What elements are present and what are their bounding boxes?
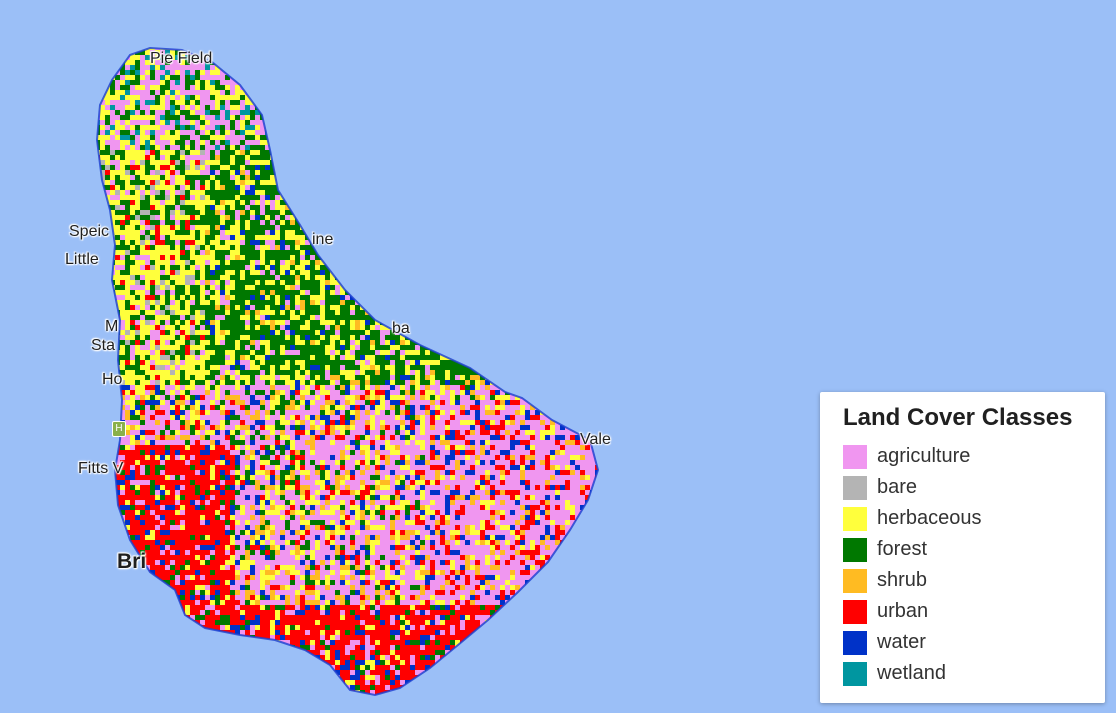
legend-swatch-herbaceous bbox=[843, 506, 867, 531]
legend-label: herbaceous bbox=[877, 507, 982, 529]
legend-label: wetland bbox=[877, 662, 946, 684]
place-label-mount-standfast: Sta bbox=[91, 337, 116, 354]
legend-swatch-shrub bbox=[843, 568, 867, 593]
place-label-bathsheba: ba bbox=[392, 320, 410, 337]
legend-label: shrub bbox=[877, 569, 928, 591]
legend-label: urban bbox=[877, 600, 929, 622]
legend-item-forest: forest bbox=[843, 534, 1105, 565]
legend-label: water bbox=[877, 631, 926, 653]
legend-swatch-urban bbox=[843, 599, 867, 624]
legend-swatch-forest bbox=[843, 537, 867, 562]
place-label-bridgetown: Bri bbox=[117, 550, 147, 573]
place-label-little-good-harbour: Little bbox=[65, 251, 99, 268]
place-label-pie-field: Pie Field bbox=[150, 50, 213, 67]
land-cover-legend: Land Cover Classes agriculture bare herbac… bbox=[820, 392, 1105, 703]
legend-list: agriculture bare herbaceous forest shrub urba… bbox=[843, 441, 1105, 689]
legend-item-urban: urban bbox=[843, 596, 1105, 627]
legend-item-bare: bare bbox=[843, 472, 1105, 503]
place-label-st-john: ine bbox=[312, 231, 334, 248]
place-label-fitts-village: Fitts V bbox=[78, 460, 124, 477]
legend-label: bare bbox=[877, 476, 918, 498]
place-label-holetown: Ho bbox=[102, 371, 123, 388]
legend-label: forest bbox=[877, 538, 928, 560]
legend-item-shrub: shrub bbox=[843, 565, 1105, 596]
legend-swatch-wetland bbox=[843, 661, 867, 686]
legend-item-wetland: wetland bbox=[843, 658, 1105, 689]
legend-item-water: water bbox=[843, 627, 1105, 658]
legend-item-herbaceous: herbaceous bbox=[843, 503, 1105, 534]
place-label-the-vale: Vale bbox=[580, 431, 611, 448]
legend-swatch-bare bbox=[843, 475, 867, 500]
legend-swatch-agriculture bbox=[843, 444, 867, 469]
highway-shield-icon: H bbox=[112, 421, 126, 437]
legend-item-agriculture: agriculture bbox=[843, 441, 1105, 472]
place-label-mullins: M bbox=[105, 318, 119, 335]
legend-swatch-water bbox=[843, 630, 867, 655]
place-label-speightstown: Speic bbox=[69, 223, 110, 240]
legend-label: agriculture bbox=[877, 445, 971, 467]
legend-title: Land Cover Classes bbox=[843, 404, 1073, 431]
